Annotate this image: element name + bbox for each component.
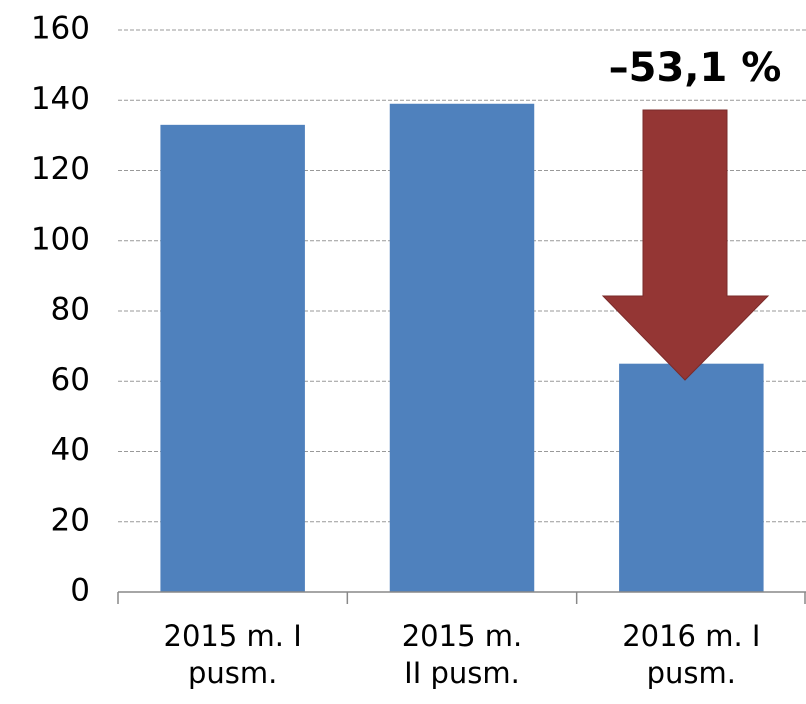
y-tick-label: 100 [31, 221, 90, 257]
down-arrow [601, 109, 770, 381]
x-tick-label: 2015 m. II pusm. [401, 619, 523, 691]
bar [160, 124, 305, 593]
annotation: –53,1 % [609, 45, 782, 91]
bar [619, 363, 764, 592]
y-tick-label: 60 [51, 362, 90, 398]
x-tick-label: 2015 m. I pusm. [163, 619, 302, 691]
y-tick-label: 80 [51, 292, 90, 328]
y-tick-label: 140 [31, 81, 90, 117]
y-tick-label: 40 [51, 432, 90, 468]
y-tick-label: 0 [70, 573, 90, 609]
y-tick-label: 160 [31, 11, 90, 47]
bar [389, 103, 535, 592]
y-tick-label: 120 [31, 151, 90, 187]
y-tick-label: 20 [51, 502, 90, 538]
x-tick-label: 2016 m. I pusm. [622, 619, 761, 691]
